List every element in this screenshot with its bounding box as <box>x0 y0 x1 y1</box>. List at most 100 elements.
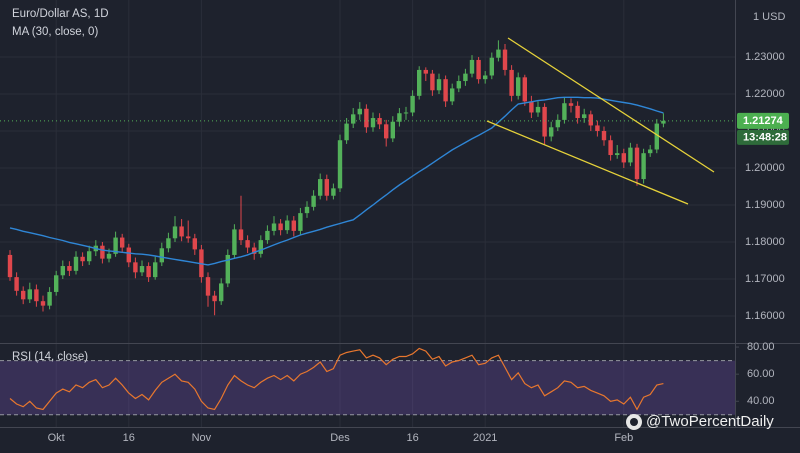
candle-body <box>496 49 501 58</box>
y-tick-label: 1.20000 <box>745 162 785 174</box>
candle-body <box>370 118 376 128</box>
candle-body <box>542 106 547 137</box>
candle-body <box>80 256 85 262</box>
trendline <box>486 120 689 205</box>
labels: 1.160001.170001.180001.190001.200001.210… <box>48 51 789 444</box>
candle-body <box>648 149 653 154</box>
candle-body <box>601 130 607 141</box>
candle-body <box>621 153 626 163</box>
candle-body <box>179 226 184 237</box>
candle-body <box>384 124 389 139</box>
candle-body <box>153 262 158 278</box>
price-unit: 1 USD <box>753 11 785 23</box>
candle-body <box>364 108 369 128</box>
candle-body <box>21 290 26 300</box>
candle-body <box>403 112 409 114</box>
y-tick-label: 60.00 <box>747 368 775 380</box>
countdown-label: 13:48:28 <box>743 131 787 143</box>
candle-body <box>582 114 587 119</box>
plot <box>0 40 735 411</box>
candle-body <box>7 254 13 278</box>
candle-body <box>271 223 277 231</box>
candle-body <box>397 113 402 122</box>
y-tick-label: 80.00 <box>747 341 775 353</box>
rsi-legend: RSI (14, close) <box>12 351 88 363</box>
candle-body <box>311 195 316 207</box>
candle-body <box>634 147 640 180</box>
candle-body <box>139 266 145 273</box>
candle-body <box>73 256 79 271</box>
candle-body <box>529 101 534 113</box>
candle-body <box>219 283 224 302</box>
candle-body <box>562 103 567 120</box>
candle-body <box>463 73 468 82</box>
rsi-line <box>9 347 664 411</box>
rsi-band <box>0 360 735 415</box>
candle-body <box>390 121 395 139</box>
x-tick-label: Feb <box>614 432 633 444</box>
candle-body <box>120 237 125 248</box>
candle-body <box>34 289 39 302</box>
candle-body <box>60 266 65 276</box>
y-tick-label: 1.18000 <box>745 236 785 248</box>
candle-body <box>661 120 666 124</box>
watermark-icon-inner <box>630 418 638 426</box>
candle-body <box>456 81 461 89</box>
candle-body <box>47 291 52 306</box>
x-tick-label: 2021 <box>473 432 497 444</box>
y-tick-label: 40.00 <box>747 395 775 407</box>
x-tick-label: 16 <box>123 432 135 444</box>
candle-body <box>331 188 336 196</box>
trendline <box>507 37 715 173</box>
candle-body <box>324 179 329 196</box>
candle-body <box>417 69 422 96</box>
candle-body <box>232 229 237 255</box>
candle-body <box>502 49 508 70</box>
y-tick-label: 1.17000 <box>745 273 785 285</box>
last-price-label: 1.21274 <box>743 115 784 127</box>
y-tick-label: 1.19000 <box>745 199 785 211</box>
x-tick-label: Des <box>330 432 350 444</box>
candle-body <box>113 237 118 254</box>
y-tick-label: 1.16000 <box>745 310 785 322</box>
candle-body <box>509 69 514 96</box>
x-tick-label: Nov <box>192 432 212 444</box>
candle-body <box>469 59 475 74</box>
candle-body <box>436 79 442 91</box>
candle-body <box>304 206 310 214</box>
last-price-box <box>737 112 789 129</box>
candle-body <box>555 119 560 128</box>
symbol-title: Euro/Dollar AS, 1D <box>12 8 109 20</box>
countdown-box <box>737 129 789 145</box>
candle-body <box>608 140 613 156</box>
x-tick-label: Okt <box>48 432 65 444</box>
y-tick-label: 1.23000 <box>745 51 785 63</box>
candle-body <box>126 247 131 263</box>
candle-body <box>318 179 323 196</box>
candle-body <box>67 266 72 271</box>
candle-body <box>588 114 593 126</box>
candle-body <box>516 77 521 96</box>
candle-body <box>265 230 270 241</box>
candle-body <box>476 59 481 80</box>
candle-body <box>146 266 151 278</box>
candle-body <box>595 125 600 131</box>
candle-body <box>641 153 646 180</box>
candle-body <box>106 253 112 259</box>
candle-body <box>568 103 574 106</box>
candle-body <box>615 153 620 156</box>
candle-body <box>549 127 554 137</box>
candle-body <box>278 223 283 231</box>
candle-body <box>27 289 32 300</box>
candle-body <box>344 123 349 141</box>
candle-body <box>100 245 105 259</box>
candle-body <box>172 226 178 239</box>
candle-body <box>450 88 455 102</box>
candle-body <box>225 254 230 284</box>
candle-body <box>238 229 244 241</box>
candle-body <box>575 105 580 119</box>
candle-body <box>357 108 362 115</box>
candle-body <box>377 118 382 125</box>
candle-body <box>212 295 217 302</box>
